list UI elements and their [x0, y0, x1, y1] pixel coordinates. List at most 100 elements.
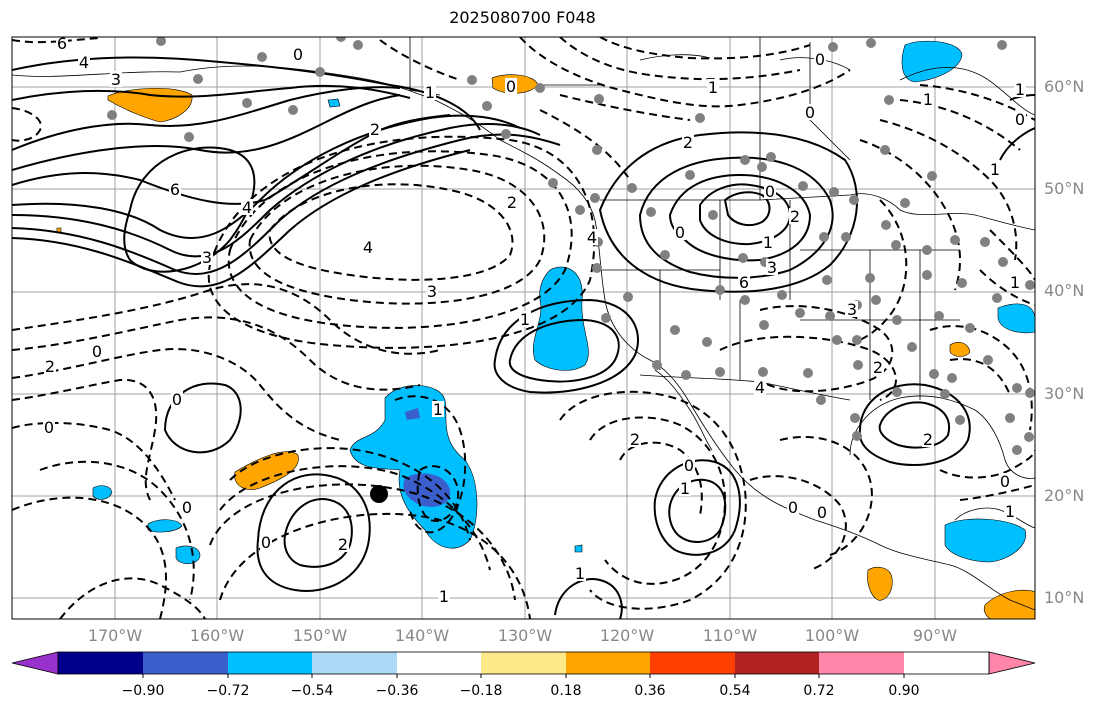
contour-label: 1 [680, 479, 690, 498]
colorbar-extend-min [11, 651, 59, 675]
colorbar-swatch [228, 652, 312, 674]
contour-label-bg [787, 499, 799, 515]
colorbar-swatch [735, 652, 819, 674]
map-frame [11, 36, 1036, 620]
lat-label: 40°N [1044, 281, 1085, 300]
lat-label: 50°N [1044, 179, 1085, 198]
contour-label-bg [519, 311, 531, 327]
contour-label: 2 [873, 358, 883, 377]
contour-label: 6 [170, 180, 180, 199]
contour-label-bg [91, 343, 103, 359]
contour-label-bg [110, 71, 122, 87]
contour-label-bg [337, 536, 349, 552]
contour-label: 2 [45, 357, 55, 376]
storm-center-marker [370, 485, 388, 503]
contour-label: 3 [427, 282, 437, 301]
shaded-regions [56, 40, 1035, 619]
contour-label-bg [438, 588, 450, 604]
contour-label: 0 [182, 498, 192, 517]
lon-label: 110°W [702, 626, 758, 645]
contour-label-bg [762, 234, 774, 250]
contour-label: 1 [425, 83, 435, 102]
colorbar-tick-label: 0.90 [888, 683, 920, 699]
contour-label: 2 [507, 193, 517, 212]
contour-label-bg [362, 239, 374, 255]
contour-label: 0 [44, 418, 54, 437]
lon-label: 140°W [394, 626, 450, 645]
contour-label-bg [674, 224, 686, 240]
contour-label-bg [1009, 274, 1021, 290]
colorbar-tick-label: 0.36 [634, 683, 666, 699]
contour-label: 4 [242, 198, 252, 217]
contour-label: 1 [439, 587, 449, 606]
contour-label: 0 [1015, 110, 1025, 129]
contour-label: 3 [767, 258, 777, 277]
contour-label-bg [369, 121, 381, 137]
contour-label: 4 [587, 228, 597, 247]
contour-label: 4 [363, 238, 373, 257]
contour-label: 1 [763, 233, 773, 252]
contour-label-bg [181, 499, 193, 515]
colorbar-swatch [58, 652, 143, 674]
lon-label: 170°W [87, 626, 143, 645]
colorbar-tick-label: 0.54 [719, 683, 751, 699]
contour-label: 0 [172, 390, 182, 409]
contour-label: 6 [739, 273, 749, 292]
contour-label-bg [426, 283, 438, 299]
observation-dots [107, 37, 1035, 455]
contour-label: 0 [765, 182, 775, 201]
dashed-contours [12, 37, 1035, 619]
lon-label: 160°W [189, 626, 245, 645]
contour-label: 2 [370, 120, 380, 139]
colorbar-swatch [397, 652, 481, 674]
contour-label-bg [44, 358, 56, 374]
map-title: 2025080700 F048 [449, 8, 596, 27]
colorbar-swatch [312, 652, 397, 674]
contour-label: 1 [1010, 273, 1020, 292]
contour-label: 0 [261, 533, 271, 552]
contour-label-bg [432, 401, 444, 417]
colorbar-swatch [143, 652, 228, 674]
contour-label-bg [989, 161, 1001, 177]
contour-label-bg [586, 229, 598, 245]
contour-label: 4 [79, 53, 89, 72]
contour-label-bg [1004, 503, 1016, 519]
contour-label: 2 [923, 430, 933, 449]
map-background [12, 37, 1035, 619]
contour-label: 0 [788, 498, 798, 517]
contour-label: 0 [805, 103, 815, 122]
colorbar-swatch [481, 652, 566, 674]
contour-label-bg [764, 183, 776, 199]
contour-label-bg [738, 274, 750, 290]
contour-label-bg [789, 208, 801, 224]
contour-label-bg [171, 391, 183, 407]
lat-label: 30°N [1044, 384, 1085, 403]
contour-label: 3 [847, 300, 857, 319]
contour-label-bg [260, 534, 272, 550]
contour-label: 1 [1005, 502, 1015, 521]
contour-label-bg [506, 194, 518, 210]
contour-label-bg [574, 565, 586, 581]
contour-label: 0 [293, 45, 303, 64]
contour-label: 1 [433, 400, 443, 419]
solid-contours [12, 56, 1035, 619]
contour-label-bg [766, 259, 778, 275]
contour-label-bg [814, 51, 826, 67]
colorbar-tick-label: −0.90 [121, 683, 165, 699]
contour-label: 6 [57, 34, 67, 53]
colorbar-tick-label: −0.54 [290, 683, 334, 699]
contour-label: 1 [520, 310, 530, 329]
contour-label-bg [505, 78, 517, 94]
contour-label-bg [424, 84, 436, 100]
contour-label: 2 [683, 133, 693, 152]
contour-label-bg [707, 79, 719, 95]
colorbar-tick-label: −0.18 [459, 683, 503, 699]
contour-label-bg [292, 46, 304, 62]
lat-label: 10°N [1044, 588, 1085, 607]
colorbar-extend-max [988, 651, 1036, 675]
contour-label-bg [922, 431, 934, 447]
contour-label: 0 [1000, 472, 1010, 491]
contour-label-bg [999, 473, 1011, 489]
lon-label: 120°W [599, 626, 655, 645]
